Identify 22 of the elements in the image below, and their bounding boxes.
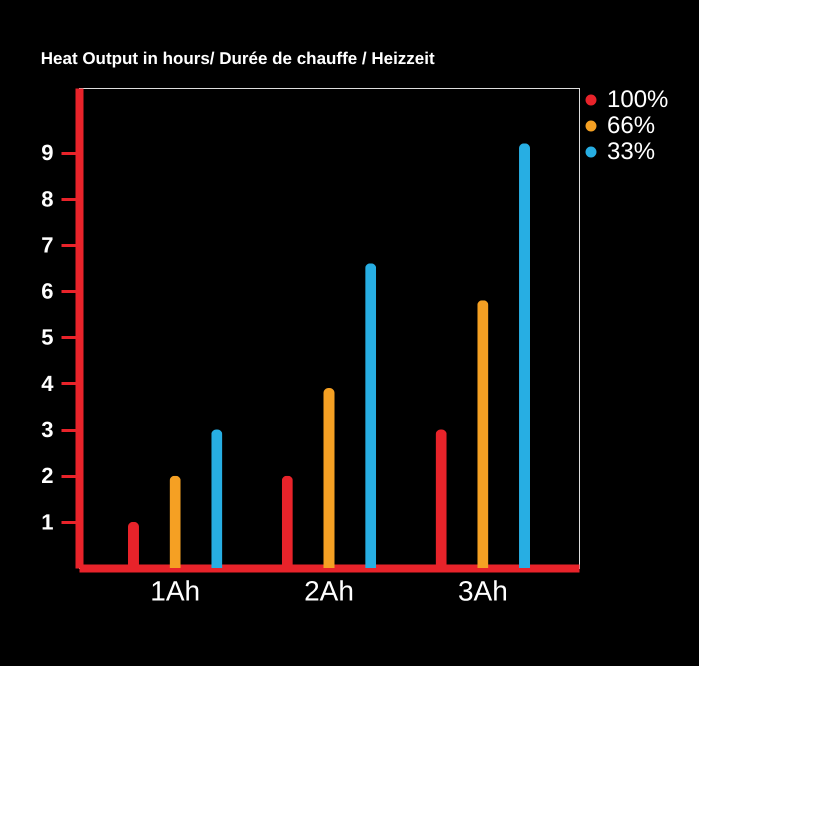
y-tick-label: 9 [41,140,54,166]
x-tick-label: 3Ah [458,576,508,606]
legend-label: 66% [607,112,656,139]
chart-title: Heat Output in hours/ Durée de chauffe / Heizzeit [40,49,435,68]
bar [477,300,488,568]
y-tick-label: 2 [41,463,54,488]
bar [519,143,530,568]
y-tick-label: 1 [41,509,54,534]
bar [170,476,181,568]
legend-label: 100% [607,86,668,113]
bar [324,388,334,568]
bar [211,430,222,568]
y-tick-label: 5 [41,324,54,350]
x-tick-label: 1Ah [150,576,200,606]
y-tick-label: 7 [41,232,54,258]
y-tick-label: 8 [41,186,54,212]
y-tick-label: 3 [41,417,54,442]
legend-label: 33% [607,138,656,165]
y-tick-label: 6 [41,278,54,304]
y-tick-label: 4 [41,370,54,396]
bar [365,263,376,568]
x-tick-label: 2Ah [304,576,354,606]
